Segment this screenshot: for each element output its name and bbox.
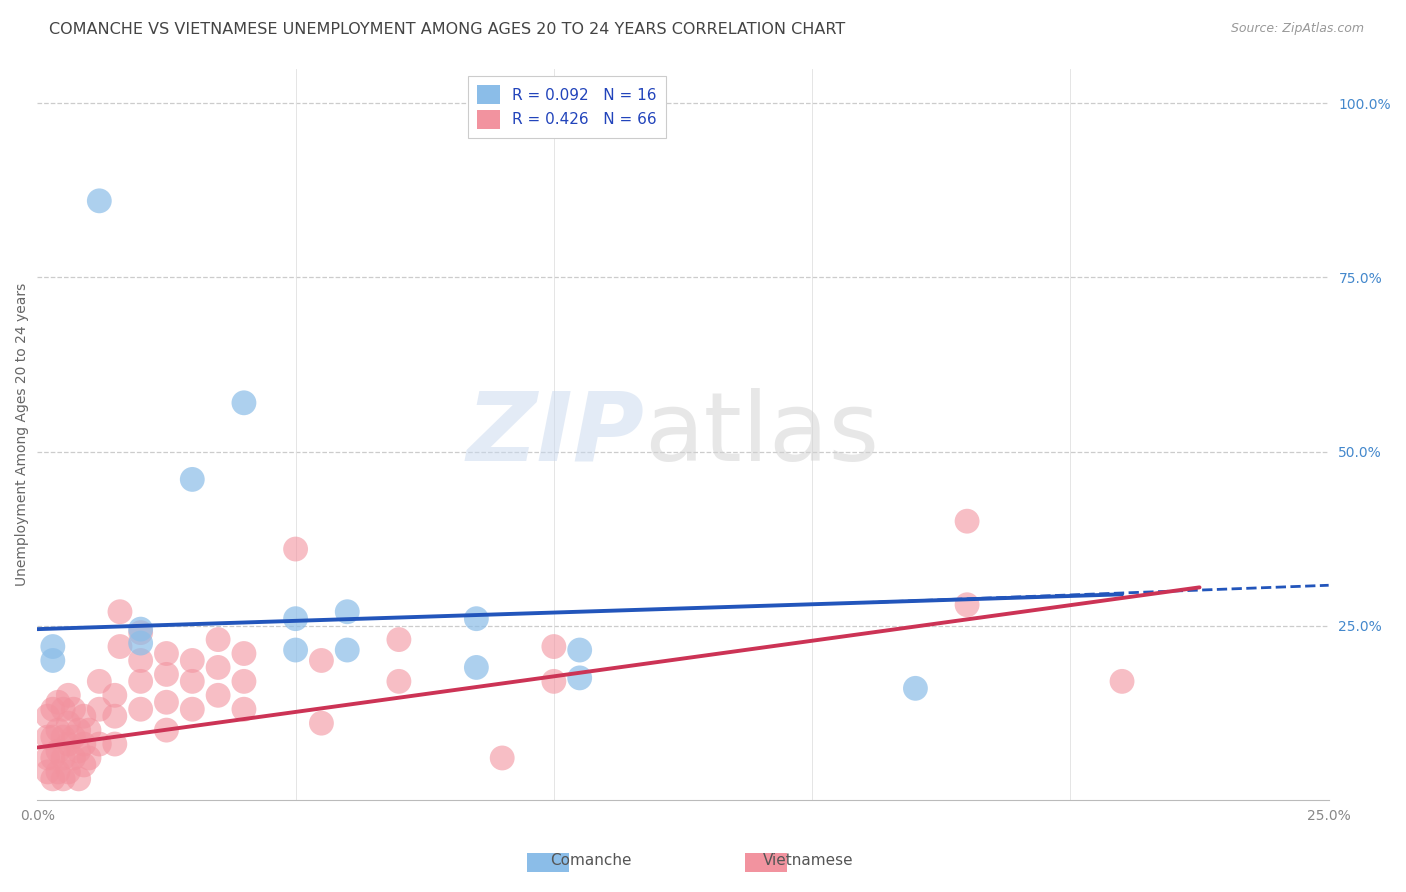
- Text: COMANCHE VS VIETNAMESE UNEMPLOYMENT AMONG AGES 20 TO 24 YEARS CORRELATION CHART: COMANCHE VS VIETNAMESE UNEMPLOYMENT AMON…: [49, 22, 845, 37]
- Point: [181, 674, 204, 689]
- Point: [67, 772, 90, 786]
- Point: [543, 674, 565, 689]
- Point: [46, 723, 69, 738]
- Text: atlas: atlas: [644, 388, 879, 481]
- Point: [155, 695, 177, 709]
- Point: [311, 653, 333, 667]
- Point: [73, 737, 96, 751]
- Point: [42, 751, 65, 765]
- Point: [37, 709, 59, 723]
- Point: [37, 764, 59, 779]
- Point: [42, 730, 65, 744]
- Point: [37, 730, 59, 744]
- Point: [233, 702, 256, 716]
- Y-axis label: Unemployment Among Ages 20 to 24 years: Unemployment Among Ages 20 to 24 years: [15, 283, 30, 586]
- Point: [465, 612, 488, 626]
- Point: [233, 647, 256, 661]
- Point: [233, 396, 256, 410]
- Point: [77, 751, 100, 765]
- Point: [37, 751, 59, 765]
- Point: [62, 730, 84, 744]
- Point: [58, 688, 80, 702]
- Point: [58, 737, 80, 751]
- Point: [104, 737, 127, 751]
- Point: [52, 702, 75, 716]
- Point: [77, 723, 100, 738]
- Text: Comanche: Comanche: [550, 854, 631, 868]
- Point: [207, 688, 229, 702]
- Point: [108, 640, 131, 654]
- Point: [465, 660, 488, 674]
- Point: [568, 643, 591, 657]
- Point: [58, 716, 80, 731]
- Point: [89, 737, 111, 751]
- Point: [62, 702, 84, 716]
- Point: [284, 643, 307, 657]
- Point: [181, 472, 204, 486]
- Point: [336, 643, 359, 657]
- Point: [104, 688, 127, 702]
- Point: [568, 671, 591, 685]
- Point: [62, 751, 84, 765]
- Point: [52, 751, 75, 765]
- Point: [42, 702, 65, 716]
- Text: ZIP: ZIP: [467, 388, 644, 481]
- Point: [52, 772, 75, 786]
- Point: [52, 730, 75, 744]
- Point: [129, 653, 152, 667]
- Point: [284, 612, 307, 626]
- Point: [311, 716, 333, 731]
- Point: [181, 653, 204, 667]
- Point: [129, 625, 152, 640]
- Point: [104, 709, 127, 723]
- Point: [46, 764, 69, 779]
- Point: [89, 194, 111, 208]
- Point: [129, 702, 152, 716]
- Point: [42, 653, 65, 667]
- Point: [42, 640, 65, 654]
- Point: [73, 758, 96, 772]
- Point: [89, 674, 111, 689]
- Point: [388, 632, 411, 647]
- Point: [129, 674, 152, 689]
- Point: [181, 702, 204, 716]
- Point: [58, 764, 80, 779]
- Point: [155, 667, 177, 681]
- Point: [207, 660, 229, 674]
- Point: [491, 751, 513, 765]
- Point: [1111, 674, 1133, 689]
- Point: [42, 772, 65, 786]
- Point: [155, 723, 177, 738]
- Point: [89, 702, 111, 716]
- Point: [73, 709, 96, 723]
- Point: [207, 632, 229, 647]
- Point: [904, 681, 927, 696]
- Point: [284, 542, 307, 557]
- Point: [46, 744, 69, 758]
- Point: [67, 744, 90, 758]
- Point: [956, 514, 979, 528]
- Point: [388, 674, 411, 689]
- Point: [543, 640, 565, 654]
- Point: [336, 605, 359, 619]
- Text: Vietnamese: Vietnamese: [763, 854, 853, 868]
- Point: [108, 605, 131, 619]
- Point: [67, 723, 90, 738]
- Point: [129, 622, 152, 636]
- Legend: R = 0.092   N = 16, R = 0.426   N = 66: R = 0.092 N = 16, R = 0.426 N = 66: [468, 76, 666, 138]
- Point: [129, 636, 152, 650]
- Text: Source: ZipAtlas.com: Source: ZipAtlas.com: [1230, 22, 1364, 36]
- Point: [46, 695, 69, 709]
- Point: [155, 647, 177, 661]
- Point: [233, 674, 256, 689]
- Point: [956, 598, 979, 612]
